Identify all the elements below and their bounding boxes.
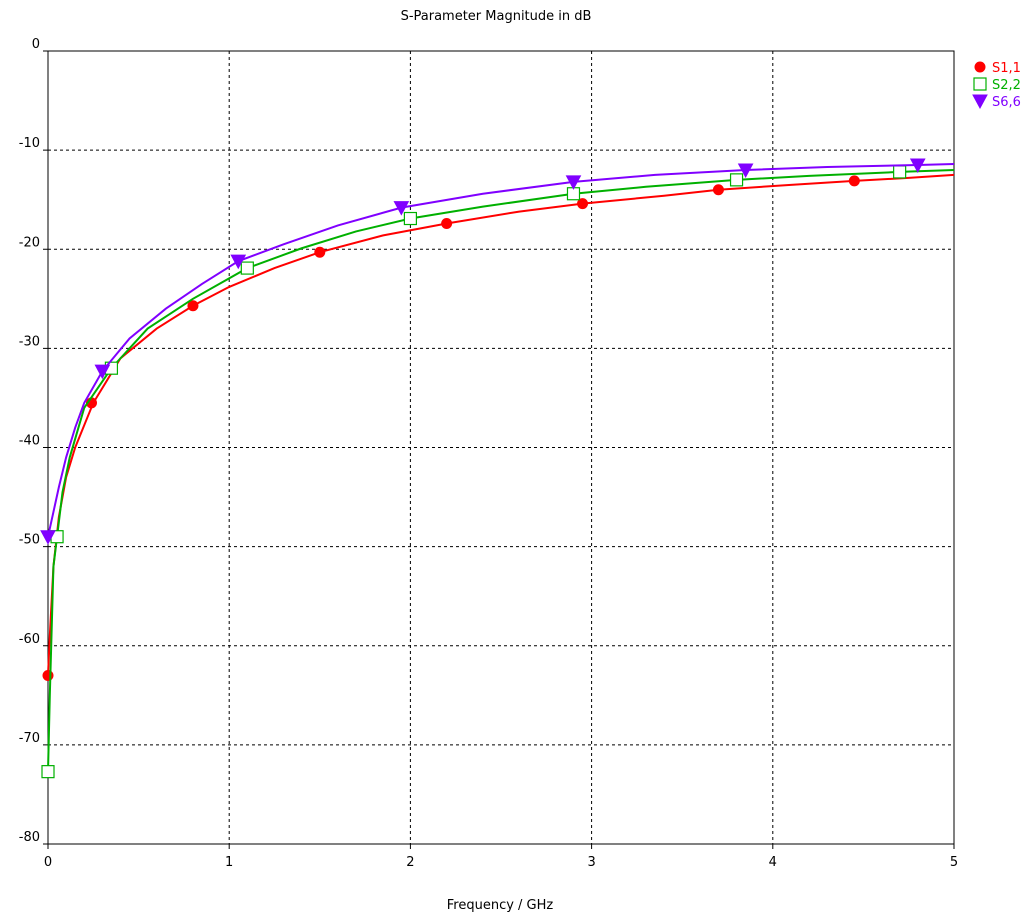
legend: S1,1 S2,2 S6,6 xyxy=(972,61,1021,110)
data-point-s22 xyxy=(403,211,417,226)
data-point-s11 xyxy=(848,175,860,187)
data-point-s22 xyxy=(893,165,907,179)
data-point-s11 xyxy=(187,300,199,312)
series-s66 xyxy=(40,158,955,545)
y-tick-label: -60 xyxy=(19,632,40,647)
data-point-s11 xyxy=(712,184,724,196)
legend-label-s22: S2,2 xyxy=(992,78,1021,93)
data-point-s66 xyxy=(737,163,754,179)
y-tick-label: -10 xyxy=(19,136,40,151)
data-point-s66 xyxy=(230,254,247,270)
series-layer xyxy=(40,158,955,779)
y-tick-label: -80 xyxy=(19,830,40,845)
x-tick-label: 0 xyxy=(44,855,52,870)
y-tick-label: -70 xyxy=(19,731,40,746)
y-tick-label: -50 xyxy=(19,533,40,548)
x-axis-label: Frequency / GHz xyxy=(447,898,554,913)
y-tick-labels: 0 -10 -20 -30 -40 -50 -60 -70 -80 xyxy=(19,37,48,845)
x-tick-label: 2 xyxy=(406,855,414,870)
data-point-s22 xyxy=(240,261,254,275)
y-tick-label: -30 xyxy=(19,334,40,349)
legend-marker-s66 xyxy=(972,94,988,110)
data-point-s11 xyxy=(441,217,453,229)
y-tick-label: -20 xyxy=(19,235,40,250)
legend-label-s11: S1,1 xyxy=(992,61,1021,76)
legend-label-s66: S6,6 xyxy=(992,95,1021,110)
x-tick-labels: 0 1 2 3 4 5 xyxy=(44,844,958,870)
series-s22 xyxy=(41,165,955,779)
data-point-s11 xyxy=(42,669,54,681)
data-point-s11 xyxy=(314,246,326,258)
data-point-s22 xyxy=(729,173,744,187)
data-point-s66 xyxy=(393,201,410,216)
data-point-s11 xyxy=(577,198,589,210)
data-point-s66 xyxy=(909,158,926,174)
chart-title: S-Parameter Magnitude in dB xyxy=(401,9,592,24)
data-point-s66 xyxy=(94,364,111,380)
x-tick-label: 3 xyxy=(587,855,595,870)
x-tick-label: 1 xyxy=(225,855,233,870)
x-tick-label: 4 xyxy=(769,855,777,870)
x-tick-label: 5 xyxy=(950,855,958,870)
legend-marker-s11 xyxy=(974,61,986,73)
y-tick-label: -40 xyxy=(19,434,40,449)
data-point-s66 xyxy=(40,530,56,545)
data-point-s66 xyxy=(565,175,582,190)
y-grid-lines xyxy=(48,149,954,746)
legend-marker-s22 xyxy=(973,77,987,91)
legend-item-s22: S2,2 xyxy=(973,77,1021,93)
y-tick-label: 0 xyxy=(32,37,40,52)
legend-item-s11: S1,1 xyxy=(974,61,1021,76)
legend-item-s66: S6,6 xyxy=(972,94,1021,110)
data-point-s22 xyxy=(41,765,55,779)
